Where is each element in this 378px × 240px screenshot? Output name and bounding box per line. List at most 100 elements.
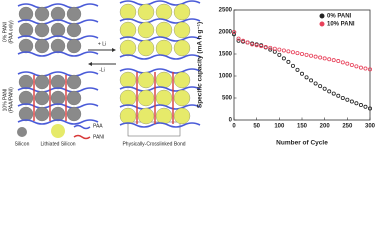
data-point — [281, 56, 286, 61]
particle — [155, 21, 173, 39]
particle — [155, 107, 173, 125]
particle — [173, 3, 191, 21]
bond-structure — [127, 121, 181, 137]
x-tick-label: 150 — [297, 124, 308, 130]
data-point — [254, 43, 259, 48]
data-point — [322, 86, 327, 91]
data-point — [304, 75, 309, 80]
particle — [50, 22, 66, 38]
chart: Specific capacity (mA h g⁻¹) Number of C… — [197, 8, 376, 147]
y-axis-title: Specific capacity (mA h g⁻¹) — [197, 22, 204, 108]
row-label: 10% PANI — [2, 89, 8, 112]
particle — [119, 107, 137, 125]
data-point — [313, 81, 318, 86]
data-point — [295, 67, 300, 72]
data-point — [340, 96, 345, 101]
particle — [66, 90, 82, 106]
x-axis-title: Number of Cycle — [276, 140, 328, 147]
paa-chain — [17, 119, 99, 125]
data-point — [236, 38, 241, 43]
data-point — [345, 61, 350, 66]
row-label: (PAA/PANI) — [8, 87, 14, 113]
x-tick-label: 100 — [274, 124, 285, 130]
particle — [155, 39, 173, 57]
particle — [50, 6, 66, 22]
paa-chain — [119, 36, 201, 42]
paa-chain — [119, 104, 201, 110]
paa-chain — [119, 122, 201, 128]
data-point — [354, 64, 359, 69]
y-tick-label: 2500 — [219, 8, 233, 14]
particle — [119, 21, 137, 39]
particle — [173, 39, 191, 57]
particle — [137, 39, 155, 57]
data-point — [309, 78, 314, 83]
data-point — [363, 66, 368, 71]
particle — [173, 89, 191, 107]
data-point — [313, 54, 318, 59]
paa-chain — [17, 71, 99, 77]
data-point — [354, 101, 359, 106]
y-tick-label: 1000 — [219, 74, 233, 80]
data-point — [322, 56, 327, 61]
particle — [50, 38, 66, 54]
x-tick-label: 300 — [365, 124, 376, 130]
y-tick-label: 500 — [222, 96, 233, 102]
x-tick-label: 200 — [320, 124, 331, 130]
paa-chain — [119, 18, 201, 24]
paa-chain — [17, 35, 99, 41]
data-point — [295, 51, 300, 56]
data-point — [250, 42, 255, 47]
data-point — [336, 93, 341, 98]
data-point — [277, 47, 282, 52]
particle — [137, 3, 155, 21]
legend-marker — [319, 21, 325, 27]
data-point — [268, 45, 273, 50]
data-point — [363, 104, 368, 109]
particle — [50, 90, 66, 106]
paa-chain — [119, 54, 201, 60]
data-point — [309, 53, 314, 58]
row-label: 0% PANI — [2, 22, 8, 42]
particle — [50, 106, 66, 122]
data-point — [236, 36, 241, 41]
particle — [34, 22, 50, 38]
particle — [137, 21, 155, 39]
paa-chain — [119, 86, 201, 92]
data-point — [367, 67, 372, 72]
particle — [34, 38, 50, 54]
arrow-label: + Li — [98, 41, 106, 47]
data-point — [245, 40, 250, 45]
data-point — [331, 58, 336, 63]
legend-marker — [319, 13, 325, 19]
data-point — [358, 65, 363, 70]
data-point — [231, 32, 236, 37]
data-point — [304, 52, 309, 57]
particle — [66, 106, 82, 122]
particle — [66, 6, 82, 22]
particle — [66, 74, 82, 90]
data-point — [286, 49, 291, 54]
y-tick-label: 2000 — [219, 30, 233, 36]
particle — [18, 90, 34, 106]
particle — [155, 89, 173, 107]
data-point — [241, 38, 246, 43]
data-point — [340, 60, 345, 65]
y-tick-label: 1500 — [219, 52, 233, 58]
silicon-icon — [17, 127, 27, 137]
particle — [66, 38, 82, 54]
data-point — [349, 99, 354, 104]
x-tick-label: 50 — [253, 124, 260, 130]
diagram: 0% PANI (PAA only) 10% PANI (PAA/PANI) +… — [2, 0, 201, 147]
data-point — [299, 52, 304, 57]
arrow-head — [112, 48, 116, 52]
data-point — [345, 97, 350, 102]
data-point — [331, 91, 336, 96]
data-point — [272, 46, 277, 51]
data-point — [263, 44, 268, 49]
particle — [18, 74, 34, 90]
data-point — [336, 59, 341, 64]
particle — [119, 3, 137, 21]
particle — [155, 3, 173, 21]
particle — [173, 71, 191, 89]
